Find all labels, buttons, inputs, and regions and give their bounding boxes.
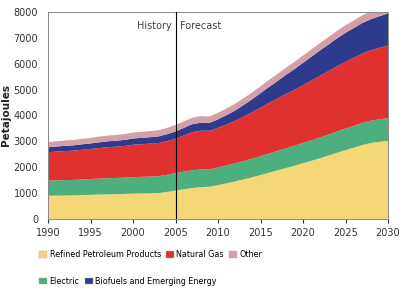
Y-axis label: Petajoules: Petajoules <box>1 84 11 147</box>
Text: Forecast: Forecast <box>180 21 221 31</box>
Text: History: History <box>136 21 171 31</box>
Legend: Refined Petroleum Products, Natural Gas, Other: Refined Petroleum Products, Natural Gas,… <box>36 247 265 262</box>
Legend: Electric, Biofuels and Emerging Energy: Electric, Biofuels and Emerging Energy <box>36 274 220 289</box>
